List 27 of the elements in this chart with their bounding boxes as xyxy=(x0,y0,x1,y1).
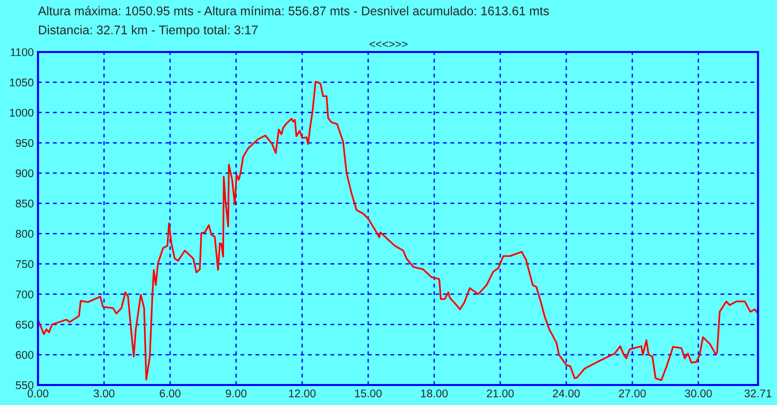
x-tick-label: 0.00 xyxy=(28,389,48,398)
y-tick-label: 650 xyxy=(16,320,34,329)
y-tick-label: 550 xyxy=(16,381,34,390)
y-tick-label: 950 xyxy=(16,139,34,147)
y-tick-label: 850 xyxy=(16,200,34,208)
text: <<<>>> xyxy=(370,41,408,48)
y-tick-label: 1050 xyxy=(10,78,34,86)
chart-title: Altura máxima: 1050.95 mts - Altura mínima: 556.87 mts - Desnivel acumulado: 1613.61 mts xyxy=(38,6,549,16)
x-tick-label: 9.00 xyxy=(226,389,246,398)
y-tick-label: 750 xyxy=(16,260,34,268)
y-tick-label: 900 xyxy=(16,169,34,178)
y-tick-label: 1000 xyxy=(10,108,34,117)
x-tick-label: 3.00 xyxy=(94,389,114,398)
x-tick-label: 12.00 xyxy=(289,389,316,398)
x-tick-label: 6.00 xyxy=(160,389,180,398)
x-tick-label: 21.00 xyxy=(486,389,514,398)
x-tick-label: 32.71 xyxy=(744,389,772,398)
chart-subtitle: Distancia: 32.71 km - Tiempo total: 3:17 xyxy=(39,25,258,37)
y-tick-label: 1100 xyxy=(10,48,34,56)
x-tick-label: 15.00 xyxy=(355,389,382,398)
x-tick-label: 18.00 xyxy=(421,389,448,398)
x-tick-label: 24.00 xyxy=(552,389,580,398)
y-tick-label: 600 xyxy=(16,350,34,359)
y-tick-label: 700 xyxy=(16,290,34,298)
x-tick-label: 27.00 xyxy=(618,389,646,398)
y-tick-label: 800 xyxy=(16,230,34,238)
x-tick-label: 30.00 xyxy=(684,389,712,398)
